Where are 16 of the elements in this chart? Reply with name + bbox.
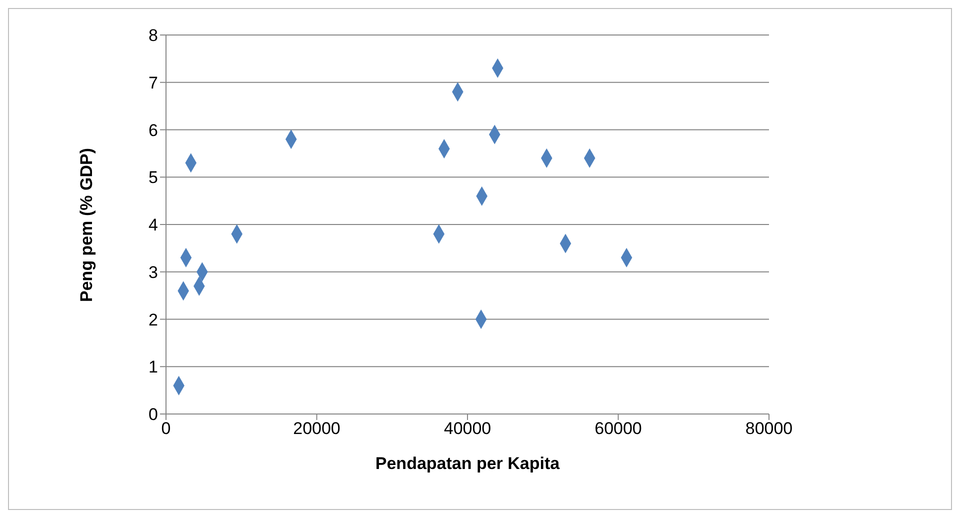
- y-tick-label: 5: [148, 168, 158, 188]
- x-tick-label: 40000: [444, 419, 492, 438]
- y-tick-label: 4: [148, 216, 158, 235]
- y-axis-title: Peng pem (% GDP): [77, 148, 97, 302]
- x-axis-title: Pendapatan per Kapita: [375, 454, 560, 473]
- y-tick-label: 1: [148, 358, 158, 377]
- y-tick-label: 3: [148, 262, 158, 282]
- y-tick-label: 7: [148, 73, 158, 92]
- x-tick-label: 80000: [745, 419, 793, 438]
- y-tick-label: 8: [148, 26, 158, 46]
- x-tick-label: 60000: [594, 419, 642, 438]
- y-tick-label: 2: [148, 310, 158, 330]
- y-tick-label: 0: [148, 405, 158, 424]
- x-tick-label: 20000: [293, 419, 340, 438]
- y-tick-label: 6: [148, 120, 158, 140]
- x-tick-label: 0: [161, 419, 171, 438]
